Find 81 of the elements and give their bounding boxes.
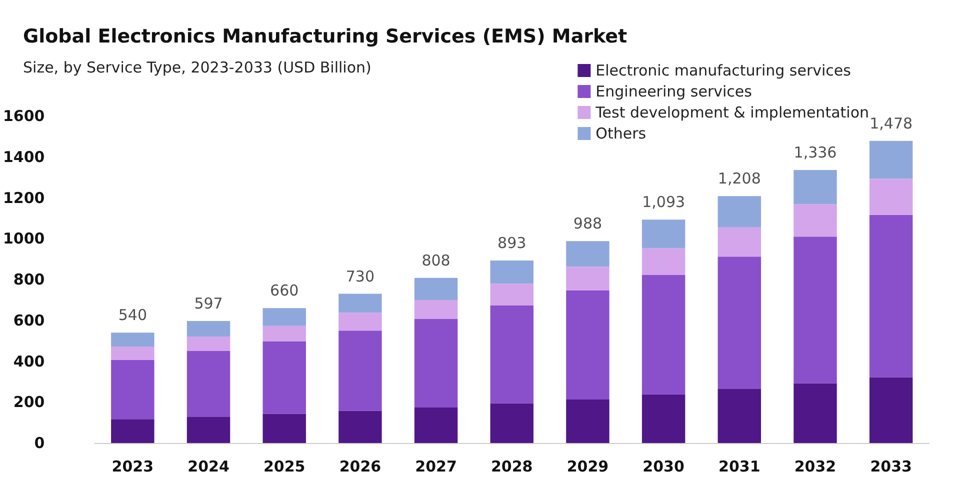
- total-label: 1,093: [642, 193, 686, 212]
- total-label: 660: [270, 282, 299, 300]
- bar: [718, 256, 762, 390]
- y-tick-label: 1400: [3, 148, 45, 166]
- total-label: 597: [194, 294, 223, 312]
- legend-label: Test development & implementation: [594, 104, 870, 122]
- y-tick-label: 800: [13, 270, 45, 288]
- total-label: 1,208: [718, 170, 761, 188]
- y-tick-label: 600: [13, 311, 45, 330]
- bar: [414, 300, 458, 319]
- bar: [262, 414, 306, 443]
- x-tick-label: 2032: [794, 458, 836, 476]
- bar: [490, 305, 534, 404]
- y-tick-label: 200: [13, 393, 45, 412]
- bar: [111, 360, 154, 420]
- total-label: 808: [422, 251, 450, 270]
- bar: [794, 204, 837, 237]
- total-label: 540: [118, 306, 147, 324]
- total-label: 1,336: [794, 143, 837, 162]
- bar: [718, 389, 762, 443]
- bar: [869, 377, 913, 443]
- bar: [414, 318, 458, 408]
- bar: [642, 394, 686, 443]
- y-tick-label: 0: [34, 434, 45, 452]
- y-tick-label: 1200: [3, 188, 45, 207]
- bar: [794, 170, 837, 204]
- bar: [566, 399, 610, 443]
- x-tick-label: 2030: [642, 458, 684, 476]
- x-tick-label: 2027: [415, 458, 457, 476]
- bar: [338, 330, 382, 411]
- bar: [186, 336, 230, 352]
- bar: [262, 341, 306, 414]
- bar: [869, 140, 913, 179]
- y-tick-label: 1000: [3, 230, 45, 248]
- x-tick-label: 2023: [112, 458, 154, 476]
- bar: [414, 407, 458, 443]
- bar: [566, 290, 610, 400]
- x-tick-label: 2028: [491, 458, 533, 476]
- bar: [111, 419, 154, 443]
- x-tick-label: 2033: [870, 458, 912, 476]
- bar: [186, 351, 230, 418]
- bar: [111, 332, 154, 347]
- legend-label: Electronic manufacturing services: [596, 62, 852, 80]
- bar: [262, 326, 306, 342]
- bar: [869, 214, 913, 378]
- bar: [794, 383, 837, 443]
- y-tick-label: 400: [13, 352, 45, 370]
- bar: [642, 248, 686, 276]
- bar: [338, 294, 382, 313]
- chart-subtitle: Size, by Service Type, 2023-2033 (USD Billion): [23, 58, 372, 76]
- y-tick-label: 1600: [3, 107, 45, 125]
- legend-label: Others: [596, 124, 646, 142]
- bar: [186, 417, 230, 443]
- bar: [186, 320, 230, 337]
- bar: [490, 403, 534, 443]
- bar: [566, 266, 610, 291]
- bar: [490, 284, 534, 306]
- x-tick-label: 2024: [188, 458, 230, 476]
- bar: [338, 312, 382, 331]
- x-tick-label: 2025: [263, 458, 306, 476]
- bar: [718, 227, 762, 257]
- bar: [642, 220, 686, 248]
- total-label: 988: [573, 214, 602, 233]
- x-tick-label: 2026: [339, 458, 382, 476]
- bar: [338, 410, 382, 443]
- total-label: 1,478: [870, 114, 913, 132]
- bar: [566, 241, 610, 267]
- x-tick-label: 2029: [566, 458, 609, 476]
- bar: [490, 260, 534, 284]
- bar: [111, 346, 154, 360]
- bar: [718, 196, 762, 228]
- bar: [642, 275, 686, 394]
- bar: [262, 308, 306, 326]
- chart-title: Global Electronics Manufacturing Services (EMS) Market: [23, 26, 628, 48]
- bar: [869, 178, 913, 215]
- total-label: 730: [346, 267, 375, 286]
- total-label: 893: [498, 234, 526, 252]
- bar: [794, 236, 837, 384]
- x-tick-label: 2031: [718, 458, 760, 476]
- legend-label: Engineering services: [596, 82, 752, 100]
- bar: [414, 278, 458, 300]
